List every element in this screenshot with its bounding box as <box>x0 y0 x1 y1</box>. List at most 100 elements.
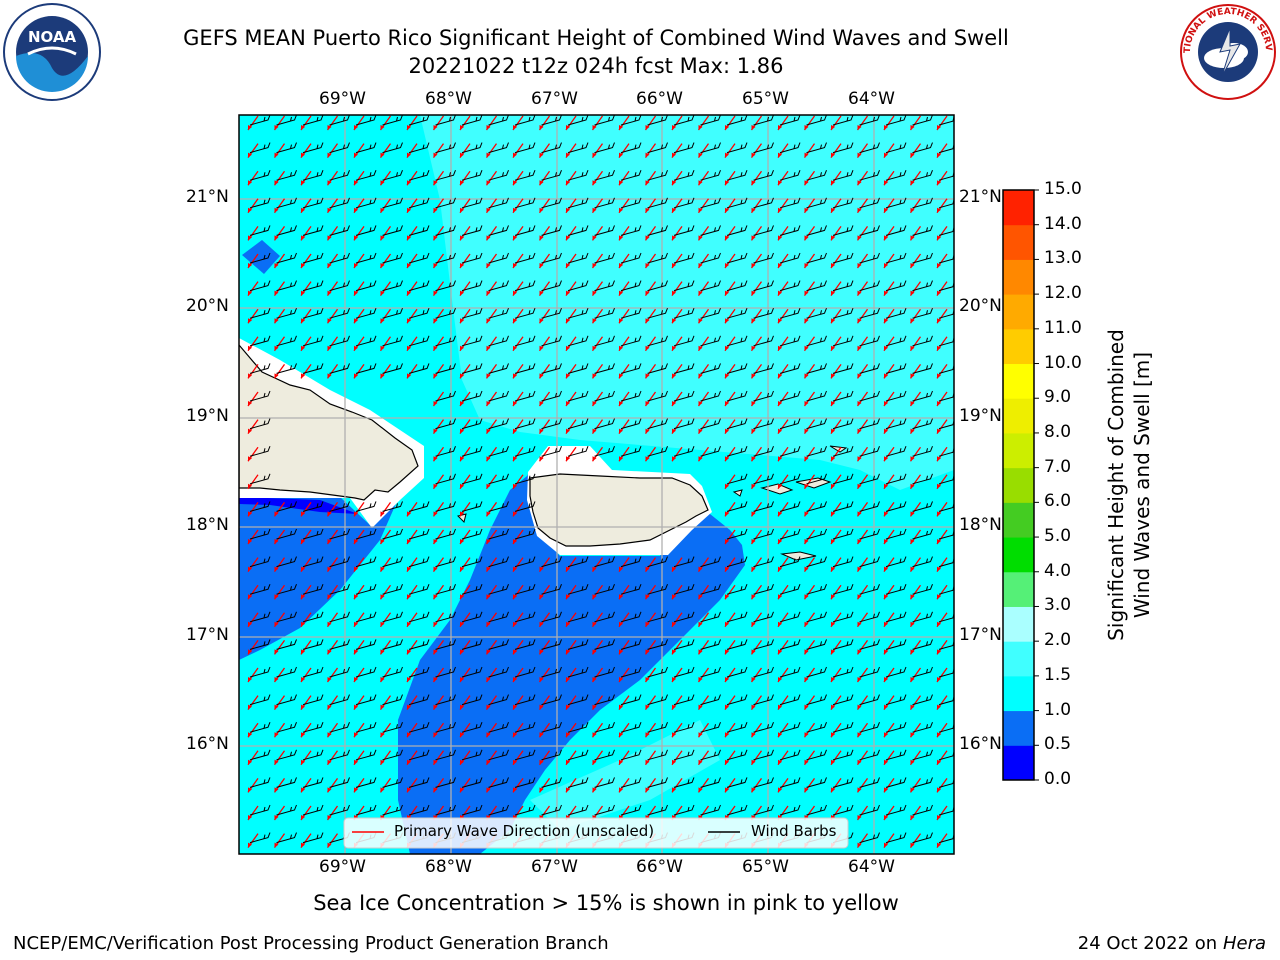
wind-barb <box>885 225 907 236</box>
wave-direction-arrowhead <box>248 345 252 351</box>
wind-barb <box>302 694 324 706</box>
wave-direction-arrowhead <box>486 539 491 544</box>
wind-barb <box>753 777 774 788</box>
wind-barb <box>753 197 774 209</box>
wind-barb <box>726 584 748 595</box>
wind-barb <box>461 584 483 595</box>
wind-barb <box>779 528 801 540</box>
wind-barb <box>461 722 483 733</box>
wind-barb <box>859 611 880 623</box>
wave-direction-arrowhead <box>486 152 491 158</box>
wave-direction-arrowhead <box>248 539 252 544</box>
wind-barb <box>700 749 721 761</box>
wave-direction-arrowhead <box>857 318 862 324</box>
wind-barb <box>355 308 377 319</box>
wind-barb <box>329 252 350 264</box>
wind-barb <box>488 446 509 457</box>
wave-direction-arrowhead <box>725 456 729 462</box>
wave-direction-arrowhead <box>433 263 438 268</box>
wind-barb <box>885 611 907 623</box>
wind-barb <box>726 666 748 678</box>
wind-barb <box>647 115 668 126</box>
wave-direction-arrowhead <box>751 621 756 627</box>
wind-barb <box>302 528 324 540</box>
wave-direction-arrowhead <box>274 125 279 130</box>
wave-direction-arrowhead <box>910 759 915 765</box>
wave-direction-arrowhead <box>407 345 411 351</box>
wave-direction-arrowhead <box>672 594 676 600</box>
wind-barb <box>647 584 668 595</box>
wind-barb <box>594 363 615 374</box>
wave-direction-arrowhead <box>937 594 941 600</box>
wave-direction-arrowhead <box>539 401 544 406</box>
wind-barb <box>779 694 801 706</box>
wave-direction-arrowhead <box>698 787 703 793</box>
wave-direction-arrowhead <box>857 511 862 517</box>
wave-direction-arrowhead <box>831 511 835 517</box>
wave-direction-arrowhead <box>460 621 464 627</box>
wind-barb <box>594 225 615 236</box>
wind-barb <box>832 335 854 347</box>
wave-direction-arrowhead <box>566 594 570 600</box>
wind-barb <box>885 556 907 568</box>
wave-direction-arrowhead <box>751 732 756 738</box>
wind-barb <box>912 473 933 485</box>
lat-label-right: 21°N <box>959 187 1002 207</box>
wave-direction-arrowhead <box>513 235 517 241</box>
wind-barb <box>885 473 907 485</box>
wave-direction-arrowhead <box>301 621 305 627</box>
wave-direction-arrowhead <box>910 842 915 848</box>
wind-barb <box>779 363 801 374</box>
wind-barb <box>594 639 615 650</box>
wave-direction-arrowhead <box>433 732 438 738</box>
wind-barb <box>567 308 589 319</box>
wind-barb <box>514 418 536 430</box>
wave-direction-arrowhead <box>698 566 703 572</box>
wave-direction-arrowhead <box>354 511 358 517</box>
wave-direction-arrowhead <box>831 401 835 406</box>
wind-barb <box>435 115 456 126</box>
wind-barb <box>753 722 774 733</box>
wave-direction-arrowhead <box>698 180 703 186</box>
lat-label-right: 17°N <box>959 625 1002 645</box>
wave-direction-arrowhead <box>566 677 570 682</box>
wind-barb <box>488 335 509 347</box>
wave-direction-arrowhead <box>751 373 756 379</box>
wave-direction-arrowhead <box>592 207 597 213</box>
wind-barb <box>753 170 774 181</box>
wave-direction-arrowhead <box>460 428 464 434</box>
wave-direction-arrowhead <box>937 483 941 489</box>
wind-barb <box>276 170 297 181</box>
wind-barb <box>806 280 827 292</box>
wave-direction-arrowhead <box>857 815 862 820</box>
wind-barb <box>832 639 854 650</box>
wind-barb <box>912 363 933 374</box>
wind-barb <box>488 528 509 540</box>
wind-barb <box>806 142 827 154</box>
wind-barb <box>620 308 642 319</box>
wind-barb <box>567 639 589 650</box>
wave-direction-arrowhead <box>327 511 332 517</box>
wind-barb <box>726 390 748 402</box>
wave-direction-arrowhead <box>407 373 411 379</box>
wind-barb <box>806 722 827 733</box>
wave-direction-arrowhead <box>672 125 676 130</box>
wave-direction-arrowhead <box>884 125 888 130</box>
wave-direction-arrowhead <box>486 621 491 627</box>
wind-barb <box>514 556 536 568</box>
wave-direction-arrowhead <box>937 787 941 793</box>
wind-barb <box>355 611 377 623</box>
wind-barb <box>249 308 271 319</box>
wind-barb <box>355 639 377 650</box>
wave-direction-arrowhead <box>592 180 597 186</box>
wave-direction-arrowhead <box>698 456 703 462</box>
wind-barb <box>541 694 562 706</box>
wind-barb <box>753 749 774 761</box>
wave-contour-0.0-0.5 <box>239 497 358 514</box>
wave-direction-arrowhead <box>804 373 809 379</box>
wind-barb <box>488 225 509 236</box>
wind-barb <box>700 280 721 292</box>
wind-barb <box>673 335 695 347</box>
wind-barb <box>753 639 774 650</box>
colorbar-tick-label: 10.0 <box>1044 352 1082 373</box>
